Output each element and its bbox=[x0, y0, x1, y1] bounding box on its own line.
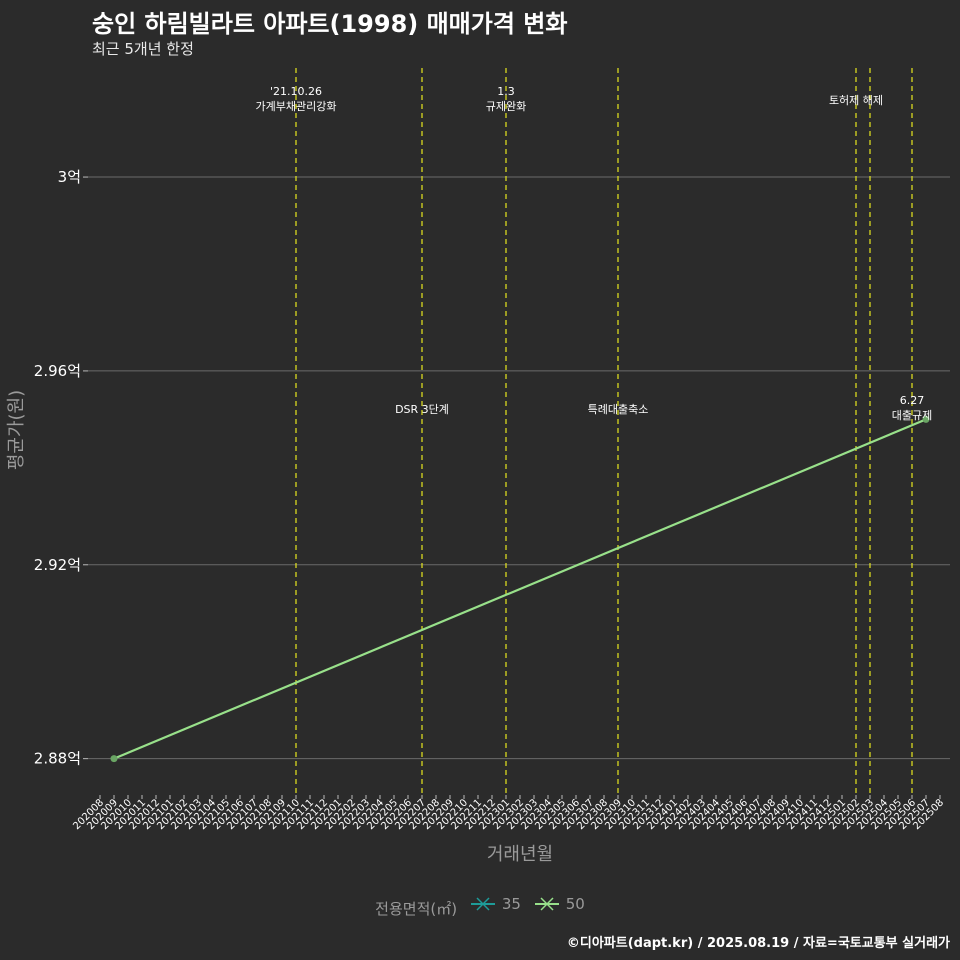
event-label: 6.27 대출규제 bbox=[892, 394, 932, 422]
legend-label-35: 35 bbox=[501, 895, 521, 913]
legend-key-35 bbox=[470, 897, 495, 911]
data-point-50 bbox=[110, 755, 118, 763]
series-line-50 bbox=[113, 418, 927, 760]
data-point-50 bbox=[922, 415, 930, 423]
legend-key-50 bbox=[534, 897, 559, 911]
event-label: 1.3 규제완화 bbox=[486, 85, 526, 113]
legend-label-50: 50 bbox=[565, 895, 585, 913]
x-axis-title: 거래년월 bbox=[487, 844, 553, 865]
y-tick-label: 2.88억 bbox=[34, 750, 81, 768]
event-label: 특례대출축소 bbox=[588, 403, 649, 416]
source-caption: ©디아파트(dapt.kr) / 2025.08.19 / 자료=국토교통부 실… bbox=[566, 936, 950, 951]
event-label: 토허제 해제 bbox=[829, 93, 883, 107]
legend-title: 전용면적(㎡) bbox=[375, 900, 458, 918]
event-label: DSR 3단계 bbox=[395, 403, 449, 416]
legend: 전용면적(㎡) 35 50 bbox=[0, 894, 960, 919]
legend-item-35: 35 bbox=[470, 894, 521, 914]
y-axis-title: 평균가(원) bbox=[6, 390, 27, 470]
y-tick-label: 2.92억 bbox=[34, 556, 81, 574]
y-tick-label: 2.96억 bbox=[34, 362, 81, 380]
legend-item-50: 50 bbox=[534, 894, 585, 914]
chart-title: 숭인 하림빌라트 아파트(1998) 매매가격 변화 bbox=[92, 10, 568, 38]
chart-subtitle: 최근 5개년 한정 bbox=[92, 40, 194, 58]
y-tick-label: 3억 bbox=[58, 168, 81, 186]
event-label: '21.10.26 가계부채관리강화 bbox=[256, 85, 337, 113]
